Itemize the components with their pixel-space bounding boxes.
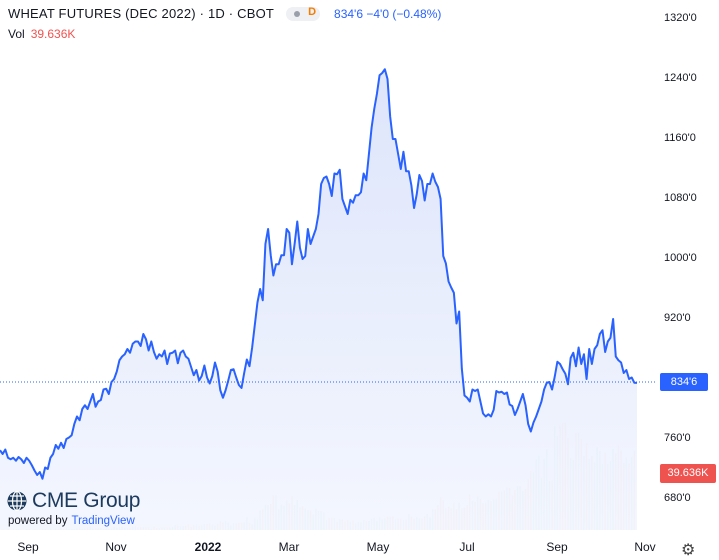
last-price-change: 834'6 −4'0 (−0.48%) — [334, 7, 441, 21]
visibility-toggle[interactable]: D — [286, 5, 321, 21]
price-line — [0, 68, 638, 480]
price-axis-label: 760'0 — [664, 432, 691, 444]
price-axis-label: 680'0 — [664, 492, 691, 504]
price-axis-label: 1320'0 — [664, 12, 697, 24]
price-axis-label: 1000'0 — [664, 252, 697, 264]
volume-legend: Vol 39.636K — [8, 27, 75, 41]
logo-text: CME Group — [32, 489, 141, 512]
price-change: −4'0 (−0.48%) — [366, 6, 442, 21]
powered-by-label: powered by — [8, 515, 68, 527]
time-axis-label: Nov — [105, 540, 127, 554]
price-axis-label: 1240'0 — [664, 72, 697, 84]
powered-by[interactable]: powered by TradingView — [8, 515, 135, 527]
volume-tag: 39.636K — [660, 464, 716, 483]
tradingview-link[interactable]: TradingView — [71, 515, 135, 527]
gear-icon[interactable]: ⚙ — [681, 542, 696, 559]
delay-badge: D — [308, 5, 317, 18]
time-axis-label: May — [366, 540, 390, 554]
price-axis-label: 920'0 — [664, 312, 691, 324]
volume-label: Vol — [8, 27, 25, 41]
time-axis-label: Nov — [634, 540, 656, 554]
last-price-tag: 834'6 — [660, 373, 708, 391]
time-axis-label: Mar — [278, 540, 300, 554]
eye-icon — [294, 10, 301, 17]
time-axis-label: Jul — [459, 540, 475, 554]
time-axis-label: Sep — [546, 540, 568, 554]
time-axis-label: 2022 — [194, 540, 222, 554]
price-axis-label: 1160'0 — [664, 132, 696, 144]
globe-icon — [7, 490, 27, 512]
price-axis-label: 1080'0 — [664, 192, 697, 204]
volume-value: 39.636K — [30, 27, 76, 41]
last-price: 834'6 — [334, 6, 364, 21]
chart-header: WHEAT FUTURES (DEC 2022) · 1D · CBOT D 8… — [8, 5, 441, 22]
symbol-title[interactable]: WHEAT FUTURES (DEC 2022) · 1D · CBOT — [8, 6, 275, 21]
cme-group-logo[interactable]: CME Group — [6, 489, 140, 513]
price-area-fill — [0, 69, 637, 530]
time-axis-label: Sep — [17, 540, 39, 554]
